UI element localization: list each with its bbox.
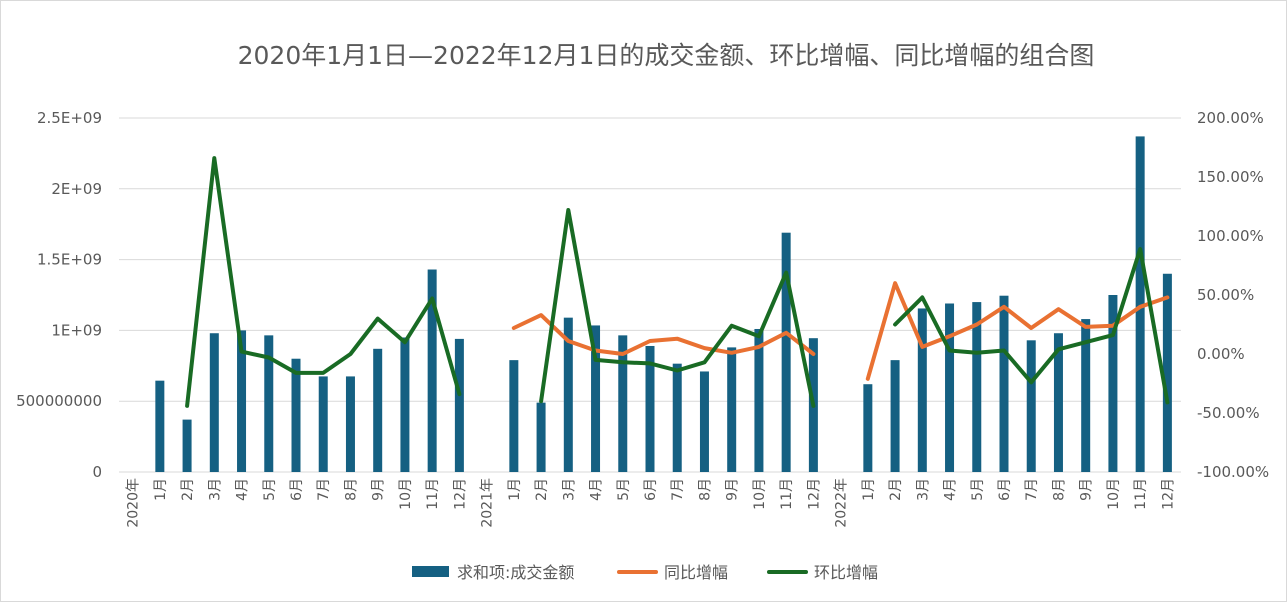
x-month-label: 12月 (806, 478, 822, 510)
bar (346, 376, 355, 472)
bar (782, 233, 791, 472)
right-axis-tick-label: -100.00% (1197, 463, 1269, 481)
x-month-label: 1月 (861, 478, 877, 501)
bar (891, 360, 900, 472)
x-month-label: 3月 (561, 478, 577, 501)
bar (373, 349, 382, 472)
x-month-label: 9月 (1079, 478, 1095, 501)
bar (319, 376, 328, 472)
x-month-label: 6月 (289, 478, 305, 501)
line-segment (514, 315, 814, 354)
x-year-label: 2022年 (834, 478, 850, 528)
x-axis-categories: 2020年 1月 2月 3月 4月 5月 6月 7月 8月 9月 10月 11月 12月 2021年 1月 2… (126, 478, 1177, 528)
x-month-label: 4月 (235, 478, 251, 501)
x-month-label: 9月 (371, 478, 387, 501)
x-month-label: 11月 (779, 478, 795, 510)
x-month-label: 12月 (1160, 478, 1176, 510)
legend: 求和项:成交金额 同比增幅 环比增幅 (412, 563, 878, 582)
chart-title: 2020年1月1日—2022年12月1日的成交金额、环比增幅、同比增幅的组合图 (238, 41, 1095, 70)
legend-label: 环比增幅 (814, 563, 878, 582)
x-year-label: 2020年 (126, 478, 142, 528)
bar (537, 403, 546, 472)
x-month-label: 10月 (398, 478, 414, 510)
bar (509, 360, 518, 472)
bar (673, 364, 682, 472)
x-month-label: 1月 (507, 478, 523, 501)
line-series (187, 158, 1168, 406)
x-month-label: 10月 (752, 478, 768, 510)
bar (918, 308, 927, 472)
x-month-label: 6月 (997, 478, 1013, 501)
right-axis-tick-label: -50.00% (1197, 404, 1260, 422)
right-axis-tick-label: 50.00% (1197, 286, 1254, 304)
right-axis-tick-label: 150.00% (1197, 168, 1264, 186)
bar (1000, 296, 1009, 472)
x-month-label: 11月 (1133, 478, 1149, 510)
left-axis-tick-label: 500000000 (16, 392, 102, 410)
bar (155, 381, 164, 472)
legend-label: 同比增幅 (664, 563, 728, 582)
x-month-label: 4月 (943, 478, 959, 501)
x-month-label: 7月 (1024, 478, 1040, 501)
x-month-label: 3月 (207, 478, 223, 501)
x-month-label: 3月 (915, 478, 931, 501)
bar (292, 359, 301, 472)
x-month-label: 8月 (697, 478, 713, 501)
left-axis-tick-label: 2.5E+09 (37, 109, 102, 127)
x-month-label: 2月 (534, 478, 550, 501)
bar-series (155, 136, 1172, 472)
x-month-label: 11月 (425, 478, 441, 510)
bar (400, 337, 409, 472)
x-month-label: 10月 (1106, 478, 1122, 510)
left-axis-ticks: 0 500000000 1E+09 1.5E+09 2E+09 2.5E+09 (16, 109, 102, 481)
bar (863, 384, 872, 472)
x-month-label: 6月 (643, 478, 659, 501)
bar (1027, 340, 1036, 472)
x-month-label: 8月 (343, 478, 359, 501)
right-axis-tick-label: 0.00% (1197, 345, 1245, 363)
right-axis-tick-label: 200.00% (1197, 109, 1264, 127)
bar (945, 303, 954, 472)
x-month-label: 4月 (589, 478, 605, 501)
bar (210, 333, 219, 472)
left-axis-tick-label: 2E+09 (51, 180, 102, 198)
x-month-label: 5月 (970, 478, 986, 501)
bar (754, 329, 763, 472)
x-month-label: 8月 (1051, 478, 1067, 501)
bar (455, 339, 464, 472)
x-month-label: 12月 (452, 478, 468, 510)
x-month-label: 7月 (670, 478, 686, 501)
x-month-label: 9月 (725, 478, 741, 501)
x-month-label: 2月 (888, 478, 904, 501)
x-month-label: 5月 (262, 478, 278, 501)
bar (1163, 274, 1172, 472)
legend-swatch (412, 566, 449, 577)
x-month-label: 7月 (316, 478, 332, 501)
x-year-label: 2021年 (480, 478, 496, 528)
x-month-label: 1月 (153, 478, 169, 501)
legend-label: 求和项:成交金额 (457, 563, 574, 582)
right-axis-tick-label: 100.00% (1197, 227, 1264, 245)
left-axis-tick-label: 1.5E+09 (37, 251, 102, 269)
right-axis-ticks: -100.00% -50.00% 0.00% 50.00% 100.00% 150.00%… (1197, 109, 1269, 481)
x-month-label: 2月 (180, 478, 196, 501)
left-axis-tick-label: 0 (92, 463, 102, 481)
left-axis-tick-label: 1E+09 (51, 321, 102, 339)
bar (727, 347, 736, 472)
bar (183, 420, 192, 472)
bar (700, 371, 709, 472)
line-segment (187, 158, 459, 406)
x-month-label: 5月 (616, 478, 632, 501)
